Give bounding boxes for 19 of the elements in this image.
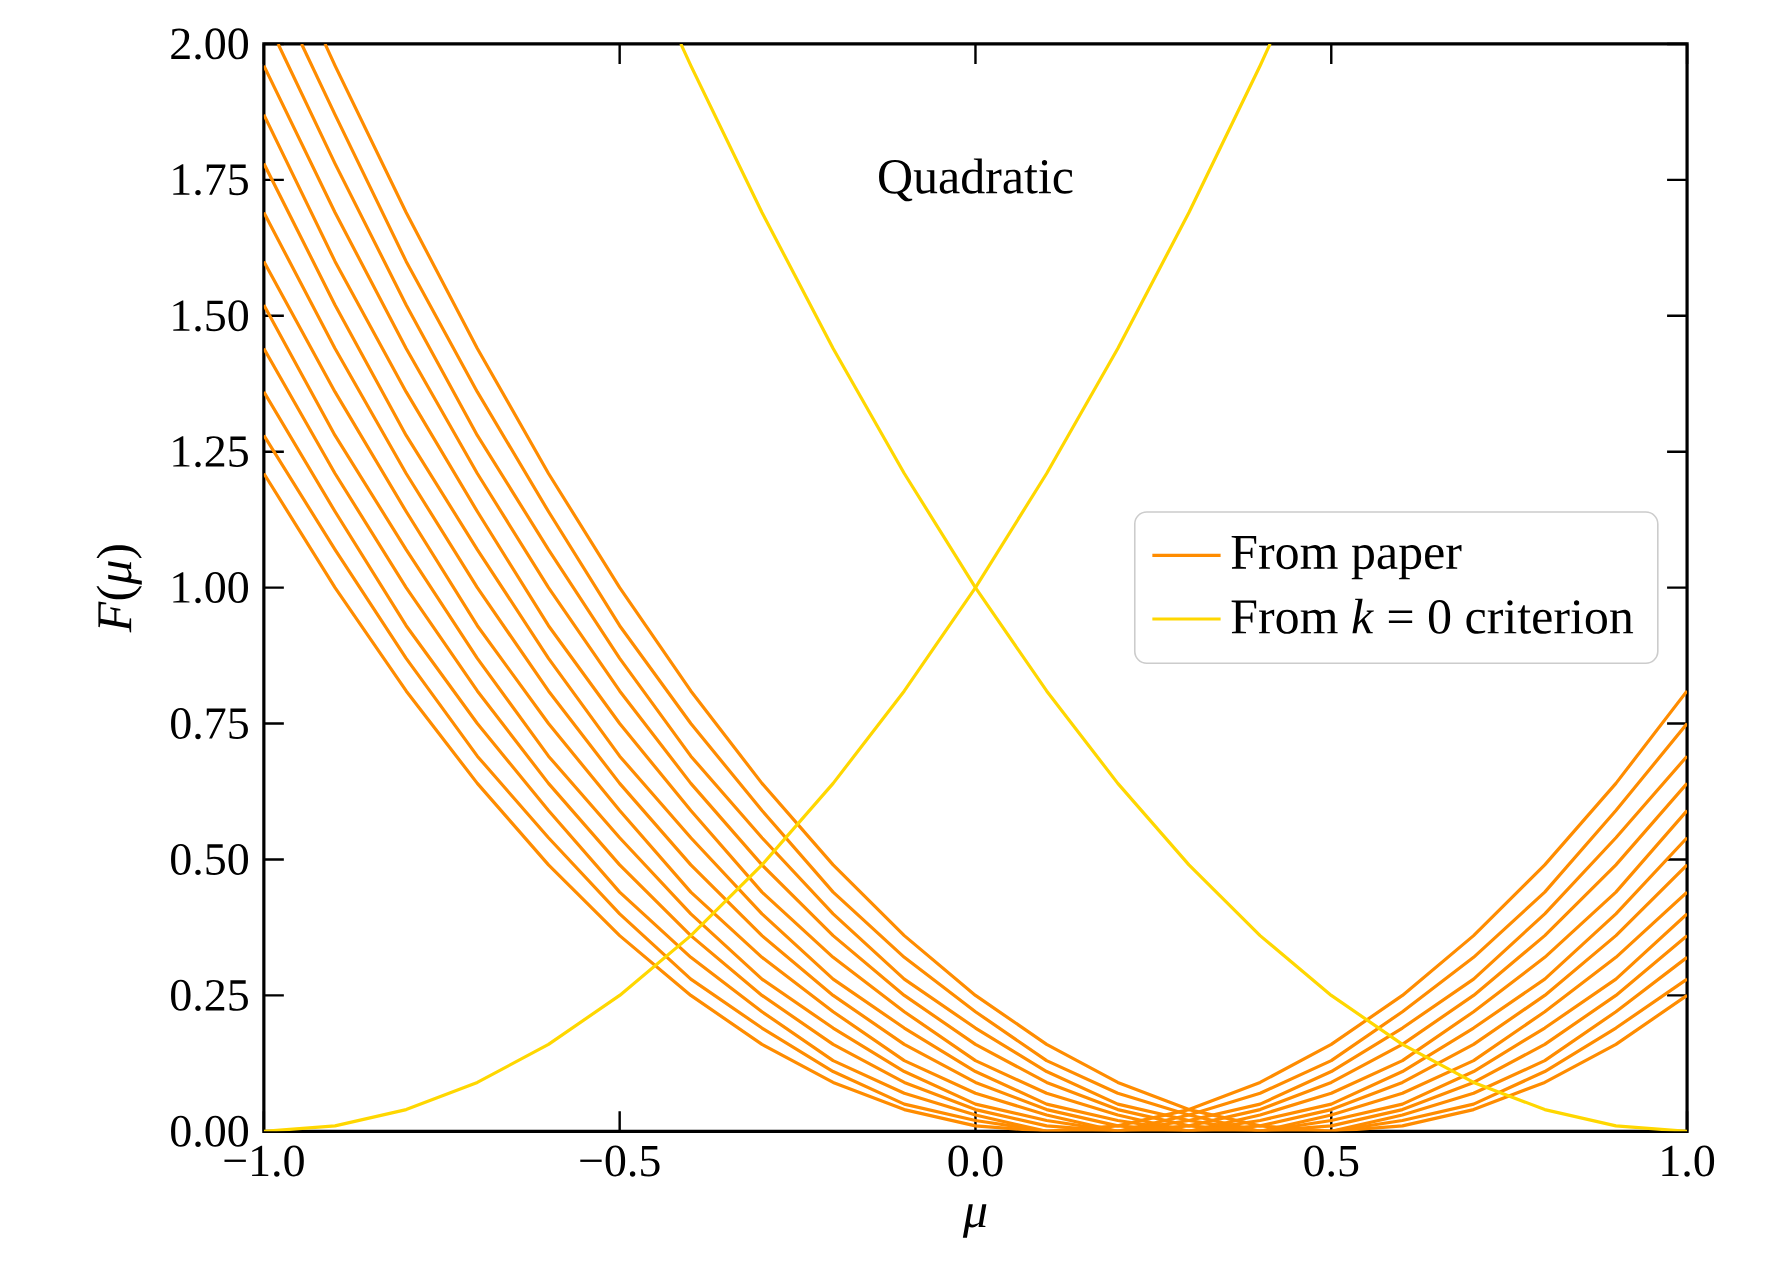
y-tick-label: 0.25: [171, 979, 248, 1011]
y-tick-label: 0.00: [171, 1115, 248, 1147]
legend-label: From k = 0 criterion: [1231, 598, 1634, 634]
y-tick-label: 1.25: [173, 436, 248, 468]
legend-label: From paper: [1231, 535, 1462, 580]
annotation: Quadratic: [879, 158, 1073, 202]
y-tick-label: 1.50: [173, 300, 248, 332]
x-tick-label: 0.5: [1304, 1145, 1359, 1177]
y-tick-label: 2.00: [171, 28, 248, 60]
y-axis-title: F(μ): [96, 545, 142, 633]
y-tick-label: 1.75: [173, 164, 248, 196]
x-tick-label: −0.5: [580, 1145, 660, 1177]
y-tick-label: 1.00: [173, 571, 248, 604]
x-tick-label: −1.0: [224, 1145, 304, 1177]
x-tick-label: 0.0: [948, 1145, 1003, 1177]
x-tick-label: 1.0: [1662, 1145, 1715, 1177]
y-tick-label: 0.50: [171, 843, 248, 875]
x-axis-title: μ: [962, 1204, 987, 1238]
y-tick-label: 0.75: [171, 707, 248, 740]
